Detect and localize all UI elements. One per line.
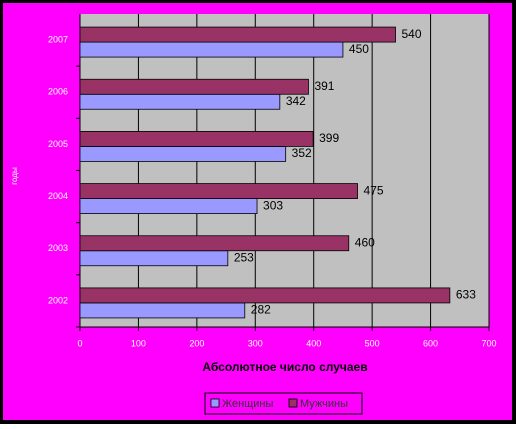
legend-label: Мужчины <box>300 398 348 410</box>
x-tick-label: 0 <box>77 338 82 348</box>
x-tick-label: 200 <box>189 338 204 348</box>
x-tick-label: 600 <box>423 338 438 348</box>
bar <box>79 93 281 110</box>
data-label: 342 <box>286 94 306 108</box>
y-tick-label: 2007 <box>48 34 68 44</box>
x-tick-label: 100 <box>131 338 146 348</box>
bar <box>79 250 229 267</box>
y-tick-label: 2005 <box>48 139 68 149</box>
x-axis-label: Абсолютное число случаев <box>202 360 367 374</box>
bar <box>79 26 396 43</box>
data-label: 303 <box>263 198 283 212</box>
bar <box>79 78 309 95</box>
data-label: 540 <box>402 27 422 41</box>
y-tick-label: 2006 <box>48 87 68 97</box>
data-label: 391 <box>314 79 334 93</box>
y-axis-label: годы <box>10 167 19 185</box>
x-tick-label: 700 <box>481 338 496 348</box>
bar <box>79 146 287 162</box>
data-label: 475 <box>364 183 384 197</box>
legend-swatch <box>288 398 298 408</box>
data-label: 633 <box>456 288 476 302</box>
bar <box>79 287 451 304</box>
bar <box>79 131 314 147</box>
data-label: 450 <box>349 42 369 56</box>
data-label: 253 <box>234 250 254 264</box>
data-label: 352 <box>292 146 312 160</box>
legend-label: Женщины <box>222 398 273 410</box>
bar <box>79 302 246 319</box>
legend-swatch <box>210 398 220 408</box>
x-tick-label: 300 <box>248 338 263 348</box>
legend <box>204 392 363 415</box>
x-tick-label: 400 <box>306 338 321 348</box>
y-tick-label: 2002 <box>48 295 68 305</box>
plot-area <box>80 14 489 327</box>
data-label: 460 <box>355 235 375 249</box>
data-label: 399 <box>319 131 339 145</box>
y-tick-label: 2003 <box>48 243 68 253</box>
bar <box>79 183 358 199</box>
bar <box>79 41 344 58</box>
bar <box>79 198 258 214</box>
legend-box <box>204 392 363 415</box>
y-tick-label: 2004 <box>48 191 68 201</box>
x-tick-label: 500 <box>365 338 380 348</box>
bar <box>79 235 350 252</box>
data-label: 282 <box>251 303 271 317</box>
